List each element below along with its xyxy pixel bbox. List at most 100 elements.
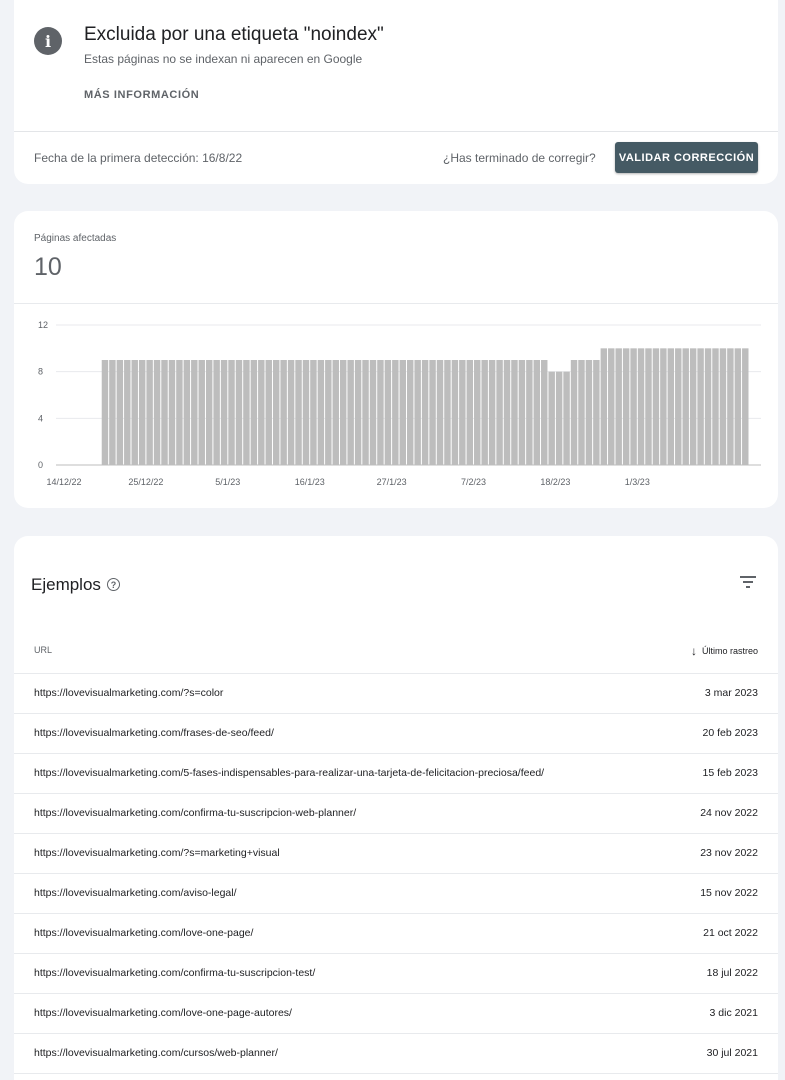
chart-bar[interactable]	[421, 360, 429, 465]
chart-bar[interactable]	[459, 360, 466, 465]
chart-bar[interactable]	[734, 348, 742, 465]
chart-bar[interactable]	[176, 360, 183, 465]
chart-bar[interactable]	[511, 360, 518, 465]
chart-bar[interactable]	[414, 360, 421, 465]
chart-bar[interactable]	[377, 360, 384, 465]
table-row[interactable]: https://lovevisualmarketing.com/?s=marke…	[14, 833, 778, 873]
chart-bar[interactable]	[719, 348, 727, 465]
chart-bar[interactable]	[548, 371, 555, 465]
chart-bar[interactable]	[727, 348, 734, 465]
chart-bar[interactable]	[265, 360, 272, 465]
chart-bar[interactable]	[682, 348, 689, 465]
chart-bar[interactable]	[697, 348, 704, 465]
chart-bar[interactable]	[131, 360, 138, 465]
validate-fix-button[interactable]: VALIDAR CORRECCIÓN	[615, 142, 758, 173]
help-circle-icon[interactable]: ?	[107, 578, 120, 591]
chart-bar[interactable]	[339, 360, 347, 465]
chart-bar[interactable]	[660, 348, 667, 465]
table-row[interactable]: https://lovevisualmarketing.com/?s=color…	[14, 673, 778, 713]
chart-bar[interactable]	[585, 360, 593, 465]
chart-bar[interactable]	[228, 360, 235, 465]
chart-bar[interactable]	[213, 360, 220, 465]
column-header-last-crawl[interactable]: ↓ Último rastreo	[691, 644, 758, 658]
chart-bar[interactable]	[652, 348, 660, 465]
chart-bar[interactable]	[593, 360, 600, 465]
table-row[interactable]: https://lovevisualmarketing.com/love-one…	[14, 993, 778, 1033]
chart-bar[interactable]	[615, 348, 622, 465]
chart-bar[interactable]	[407, 360, 414, 465]
chart-bar[interactable]	[392, 360, 399, 465]
chart-bar[interactable]	[667, 348, 675, 465]
chart-bar[interactable]	[526, 360, 533, 465]
table-row[interactable]: https://lovevisualmarketing.com/frases-d…	[14, 713, 778, 753]
chart-bar[interactable]	[555, 371, 563, 465]
chart-bar[interactable]	[109, 360, 116, 465]
more-info-link[interactable]: MÁS INFORMACIÓN	[84, 89, 200, 101]
chart-bar[interactable]	[645, 348, 652, 465]
chart-bar[interactable]	[496, 360, 503, 465]
chart-bar[interactable]	[369, 360, 377, 465]
chart-bar[interactable]	[563, 371, 570, 465]
chart-bar[interactable]	[161, 360, 168, 465]
chart-bar[interactable]	[488, 360, 496, 465]
chart-bar[interactable]	[138, 360, 146, 465]
chart-bar[interactable]	[310, 360, 317, 465]
chart-bar[interactable]	[689, 348, 697, 465]
chart-bar[interactable]	[742, 348, 749, 465]
chart-bar[interactable]	[533, 360, 541, 465]
chart-bar[interactable]	[570, 360, 578, 465]
table-row[interactable]: https://lovevisualmarketing.com/aviso-le…	[14, 873, 778, 913]
chart-bar[interactable]	[183, 360, 191, 465]
chart-bar[interactable]	[622, 348, 630, 465]
chart-bar[interactable]	[466, 360, 474, 465]
chart-bar[interactable]	[258, 360, 265, 465]
chart-bar[interactable]	[325, 360, 332, 465]
chart-bar[interactable]	[384, 360, 392, 465]
chart-bar[interactable]	[503, 360, 511, 465]
filter-icon[interactable]	[740, 576, 756, 588]
chart-bar[interactable]	[287, 360, 295, 465]
chart-bar[interactable]	[347, 360, 354, 465]
table-row[interactable]: https://lovevisualmarketing.com/confirma…	[14, 953, 778, 993]
chart-bar[interactable]	[429, 360, 436, 465]
chart-bar[interactable]	[198, 360, 205, 465]
chart-bar[interactable]	[124, 360, 131, 465]
chart-bar[interactable]	[481, 360, 488, 465]
chart-bar[interactable]	[451, 360, 459, 465]
chart-bar[interactable]	[168, 360, 176, 465]
table-row[interactable]: https://lovevisualmarketing.com/confirma…	[14, 793, 778, 833]
table-row[interactable]: https://lovevisualmarketing.com/5-fases-…	[14, 753, 778, 793]
chart-bar[interactable]	[250, 360, 258, 465]
chart-bar[interactable]	[436, 360, 444, 465]
chart-bar[interactable]	[518, 360, 526, 465]
table-row[interactable]: https://lovevisualmarketing.com/love-one…	[14, 913, 778, 953]
chart-bar[interactable]	[704, 348, 712, 465]
chart-bar[interactable]	[205, 360, 213, 465]
chart-bar[interactable]	[146, 360, 153, 465]
chart-bar[interactable]	[630, 348, 637, 465]
chart-bar[interactable]	[608, 348, 615, 465]
chart-bar[interactable]	[362, 360, 369, 465]
chart-bar[interactable]	[354, 360, 362, 465]
chart-bar[interactable]	[220, 360, 228, 465]
chart-bar[interactable]	[295, 360, 302, 465]
chart-bar[interactable]	[474, 360, 481, 465]
chart-bar[interactable]	[280, 360, 287, 465]
chart-bar[interactable]	[317, 360, 325, 465]
chart-bar[interactable]	[101, 360, 109, 465]
chart-bar[interactable]	[399, 360, 406, 465]
chart-bar[interactable]	[153, 360, 161, 465]
chart-bar[interactable]	[444, 360, 451, 465]
chart-bar[interactable]	[235, 360, 243, 465]
chart-bar[interactable]	[272, 360, 280, 465]
chart-bar[interactable]	[302, 360, 310, 465]
chart-bar[interactable]	[600, 348, 608, 465]
chart-bar[interactable]	[712, 348, 719, 465]
chart-bar[interactable]	[578, 360, 585, 465]
chart-bar[interactable]	[637, 348, 645, 465]
chart-bar[interactable]	[191, 360, 198, 465]
chart-bar[interactable]	[116, 360, 124, 465]
table-row[interactable]: https://lovevisualmarketing.com/cursos/w…	[14, 1033, 778, 1073]
chart-bar[interactable]	[541, 360, 548, 465]
chart-bar[interactable]	[332, 360, 339, 465]
